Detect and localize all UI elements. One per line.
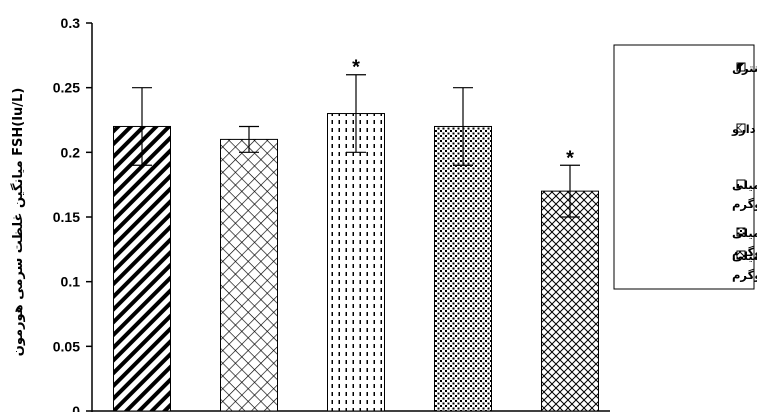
y-tick-label: 0.15	[53, 209, 80, 225]
legend-swatch	[736, 227, 746, 237]
bar	[434, 125, 492, 412]
legend-label: کنترل	[732, 61, 757, 75]
significance-star: *	[352, 57, 360, 79]
y-tick-label: 0.2	[61, 144, 81, 160]
significance-star: *	[566, 147, 574, 169]
axes: 0 0.05 0.1 0.15 0.2 0.25 0.3 میانگین غلظت سرمی …	[10, 15, 610, 412]
bar	[327, 113, 385, 412]
y-tick-label: 0.05	[53, 338, 80, 354]
bars: **	[113, 57, 599, 412]
y-tick-label: 0.3	[61, 15, 81, 31]
bar	[220, 138, 278, 412]
legend-swatch	[736, 179, 746, 189]
bar	[541, 190, 599, 412]
legend-label: گرم / کیلوگرم	[732, 197, 757, 212]
bar	[113, 125, 171, 412]
legend-swatch	[736, 250, 746, 260]
legend-swatch	[736, 123, 746, 133]
legend-box	[613, 44, 755, 290]
legend-label: شاهد دارو	[731, 122, 757, 137]
legend-label: گرم / کیلوگرم	[732, 268, 757, 283]
y-tick-label: 0.25	[53, 80, 80, 96]
legend-swatch	[736, 62, 746, 72]
y-tick-label: 0	[72, 403, 80, 412]
y-axis-label: میانگین غلظت سرمی هورمون FSH(Iu/L)	[10, 88, 26, 357]
y-tick-label: 0.1	[61, 274, 81, 290]
